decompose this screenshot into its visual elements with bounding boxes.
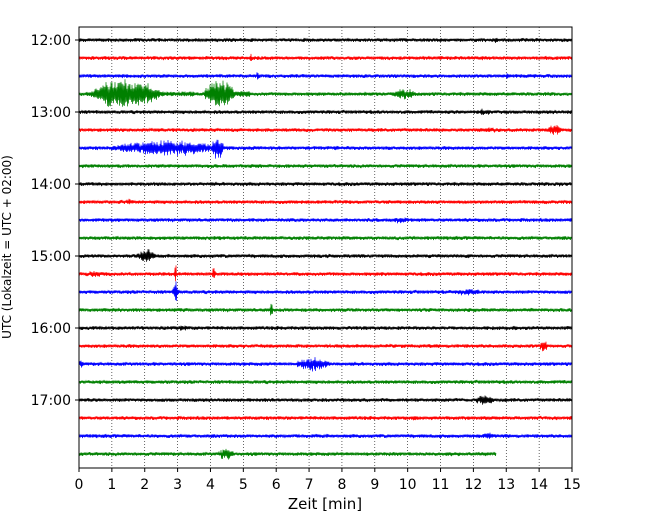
trace-1600 xyxy=(78,325,573,331)
y-tick-label-1300: 13:00 xyxy=(31,105,71,121)
trace-1345 xyxy=(78,163,573,169)
y-axis-label: UTC (Lokalzeit = UTC + 02:00) xyxy=(0,155,14,339)
y-tick-label-1200: 12:00 xyxy=(31,33,71,49)
trace-1215 xyxy=(78,53,573,62)
x-axis-label: Zeit [min] xyxy=(288,495,362,513)
x-tick-label-12: 12 xyxy=(464,477,482,493)
x-tick-label-0: 0 xyxy=(75,477,84,493)
x-tick-label-10: 10 xyxy=(399,477,417,493)
trace-1615 xyxy=(78,341,573,352)
x-tick-label-8: 8 xyxy=(337,477,346,493)
trace-1700 xyxy=(78,395,573,405)
y-tick-label-1400: 14:00 xyxy=(31,177,71,193)
x-tick-label-1: 1 xyxy=(107,477,116,493)
trace-1200 xyxy=(78,37,573,44)
y-tick-label-1600: 16:00 xyxy=(31,321,71,337)
x-tick-label-3: 3 xyxy=(173,477,182,493)
trace-1245 xyxy=(78,79,573,107)
trace-1415 xyxy=(78,198,573,205)
trace-1230 xyxy=(78,72,573,80)
trace-1630 xyxy=(78,357,573,372)
trace-1645 xyxy=(78,379,573,385)
x-tick-label-9: 9 xyxy=(370,477,379,493)
x-tick-label-5: 5 xyxy=(239,477,248,493)
x-tick-label-7: 7 xyxy=(305,477,314,493)
y-tick-label-1500: 15:00 xyxy=(31,249,71,265)
trace-1400 xyxy=(78,181,573,187)
trace-1730 xyxy=(78,432,573,439)
trace-1515 xyxy=(78,265,573,282)
plot-frame xyxy=(78,26,573,469)
x-tick-label-11: 11 xyxy=(432,477,450,493)
x-tick-label-2: 2 xyxy=(140,477,149,493)
trace-1430 xyxy=(78,217,573,224)
trace-1715 xyxy=(78,415,573,421)
trace-1530 xyxy=(78,281,573,301)
x-axis-ticks: 0 1 2 3 4 5 6 7 8 9 10 11 12 13 14 15 xyxy=(75,468,581,493)
trace-1330 xyxy=(78,139,573,159)
x-tick-label-14: 14 xyxy=(530,477,548,493)
trace-1300 xyxy=(78,108,573,115)
trace-1445 xyxy=(78,235,573,241)
y-axis-ticks: 12:00 13:00 14:00 15:00 16:00 17:00 xyxy=(31,33,79,409)
x-tick-label-4: 4 xyxy=(206,477,215,493)
trace-1500 xyxy=(78,249,573,262)
x-tick-label-15: 15 xyxy=(563,477,581,493)
trace-1545 xyxy=(78,303,573,316)
x-tick-label-13: 13 xyxy=(497,477,515,493)
x-tick-label-6: 6 xyxy=(272,477,281,493)
trace-1745 xyxy=(78,448,497,460)
trace-1315 xyxy=(78,124,573,135)
trace-group xyxy=(78,37,573,460)
y-tick-label-1700: 17:00 xyxy=(31,393,71,409)
